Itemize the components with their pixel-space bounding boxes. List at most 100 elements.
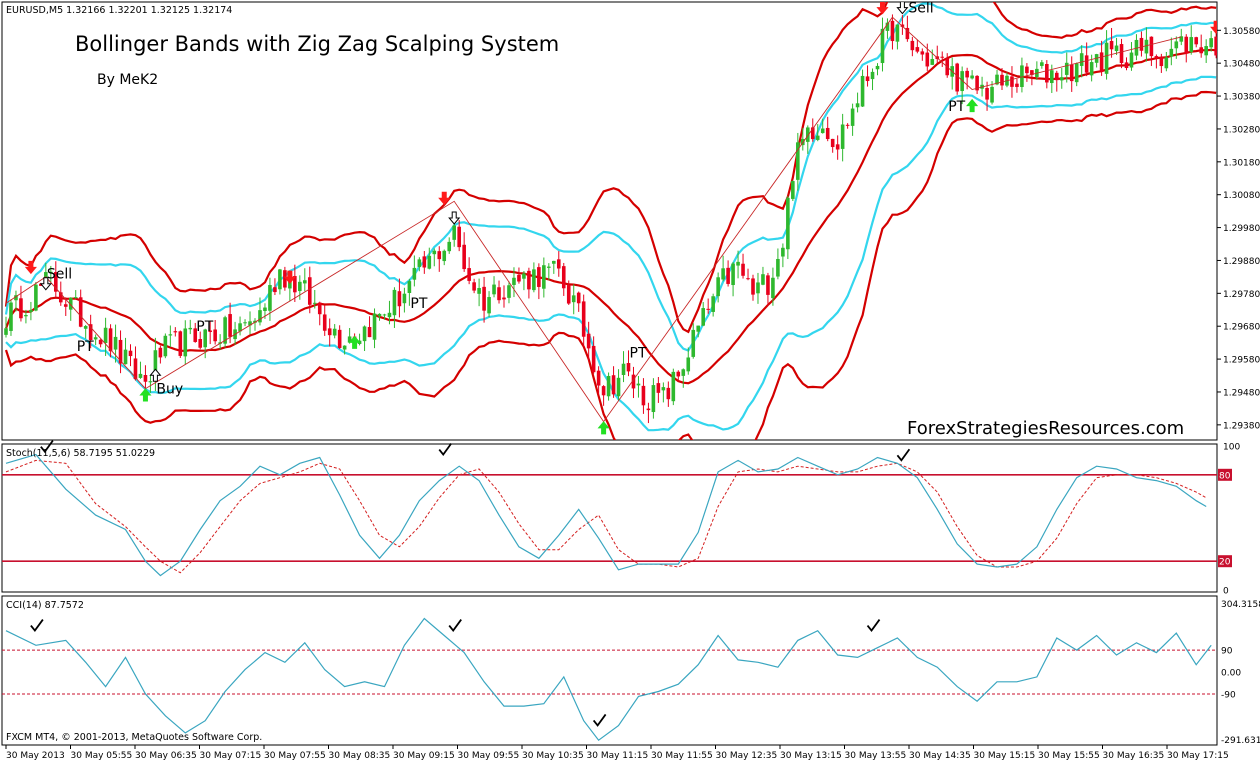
candle-body [487, 297, 491, 314]
candle-body [1074, 63, 1079, 83]
candle-body [681, 369, 686, 376]
candle-body [761, 274, 765, 285]
candle-body [716, 277, 720, 297]
candle-body [537, 267, 541, 287]
chart-title: Bollinger Bands with Zig Zag Scalping Sy… [75, 32, 559, 56]
candle-body [890, 20, 895, 42]
candle-body [1194, 37, 1199, 45]
candle-body [307, 277, 312, 305]
candle-body [188, 327, 193, 330]
candle-body [1209, 38, 1213, 48]
candle-body [49, 271, 53, 273]
candle-body [955, 63, 959, 92]
candle-body [248, 321, 252, 326]
candle-body [228, 314, 232, 337]
candle-body [1000, 74, 1004, 86]
candle-body [19, 298, 23, 319]
candle-body [372, 313, 377, 340]
time-tick-label: 30 May 12:35 [716, 751, 778, 761]
chart-author: By MeK2 [97, 72, 158, 88]
candle-body [915, 47, 920, 52]
candle-body [850, 108, 855, 126]
check-mark-icon [592, 713, 607, 727]
candle-body [337, 329, 342, 348]
candle-body [178, 331, 183, 356]
time-tick-label: 30 May 10:35 [522, 751, 584, 761]
candle-body [1159, 56, 1164, 67]
signal-annotation: PT [196, 319, 213, 335]
candle-body [815, 135, 820, 140]
candle-body [193, 328, 198, 342]
candle-body [208, 330, 212, 332]
candle-body [1064, 62, 1069, 75]
candle-body [561, 266, 566, 289]
candle-body [1054, 72, 1059, 81]
candle-body [895, 24, 900, 42]
candle-body [970, 75, 974, 79]
candle-body [1050, 70, 1054, 84]
candle-body [1025, 66, 1029, 74]
candle-body [776, 258, 780, 277]
candle-body [746, 278, 750, 280]
candle-body [766, 275, 770, 295]
check-mark-icon [30, 619, 44, 633]
time-tick-label: 30 May 15:15 [974, 751, 1036, 761]
candle-body [123, 349, 128, 365]
stoch-legend: Stoch(11,5,6) 58.7195 51.0229 [6, 448, 155, 459]
candle-body [98, 339, 103, 345]
candle-body [786, 197, 790, 250]
candle-body [148, 381, 153, 383]
cci-tick-label: -90 [1221, 690, 1236, 700]
candle-body [671, 371, 676, 402]
signal-annotation: Sell [47, 267, 72, 283]
candle-body [402, 293, 407, 304]
candle-body [183, 328, 188, 357]
candle-body [651, 385, 656, 413]
candle-body [377, 313, 382, 317]
candle-body [631, 374, 636, 389]
candle-body [198, 338, 203, 348]
candle-body [78, 297, 83, 327]
stoch-tick-label: 80 [1219, 471, 1231, 481]
candle-body [771, 277, 775, 299]
candle-body [34, 284, 38, 311]
candle-body [726, 267, 730, 284]
candle-body [636, 383, 641, 386]
time-tick-label: 30 May 08:35 [329, 751, 391, 761]
signal-arrow-icon [139, 388, 152, 402]
candle-body [676, 371, 681, 377]
candle-body [1040, 62, 1044, 66]
candle-body [1214, 36, 1217, 56]
candle-body [128, 350, 133, 357]
candle-body [840, 124, 845, 149]
main-price-panel[interactable] [1, 1, 1218, 441]
candle-body [1020, 65, 1024, 88]
price-tick-label: 1.30280 [1223, 125, 1260, 135]
stochastic-panel[interactable] [1, 443, 1218, 593]
cci-panel[interactable] [1, 595, 1218, 746]
candle-body [407, 281, 412, 293]
price-tick-label: 1.29480 [1223, 388, 1260, 398]
stochastic-layer: 100 80 20 0 [2, 440, 1240, 597]
candle-body [596, 370, 601, 386]
candle-body [362, 326, 367, 342]
time-tick-label: 30 May 15:55 [1038, 751, 1100, 761]
signal-arrow-icon [438, 191, 451, 206]
candle-body [113, 336, 118, 350]
candle-body [781, 247, 785, 257]
check-mark-icon [896, 448, 911, 462]
candle-body [412, 267, 417, 280]
candle-body [542, 265, 546, 289]
candle-body [666, 387, 671, 400]
inner-band-lower [5, 75, 1217, 432]
candle-body [422, 256, 427, 268]
candle-body [482, 286, 486, 311]
time-tick-label: 30 May 07:55 [264, 751, 326, 761]
copyright-text: FXCM MT4, © 2001-2013, MetaQuotes Softwa… [6, 732, 262, 743]
candle-body [885, 22, 890, 31]
candle-body [457, 226, 461, 248]
candle-body [576, 292, 581, 304]
candle-body [1099, 52, 1104, 72]
